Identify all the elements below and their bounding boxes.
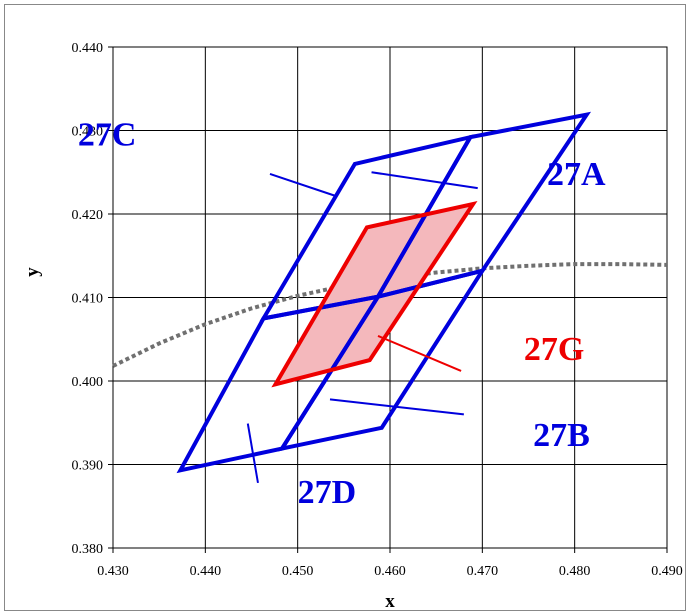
leader-27g	[377, 334, 462, 372]
quadrangles	[176, 111, 592, 474]
y-tick-labels: 0.380 0.390 0.400 0.410 0.420 0.430 0.440	[72, 41, 104, 557]
y-tick-label: 0.410	[72, 292, 104, 307]
label-27d: 27D	[298, 474, 357, 511]
planckian-locus-line	[112, 262, 668, 368]
leader-27c	[269, 172, 335, 197]
x-tick-label: 0.470	[467, 564, 499, 579]
label-27b: 27B	[533, 417, 590, 454]
x-tick-label: 0.430	[97, 564, 129, 579]
y-tick-label: 0.420	[72, 208, 104, 223]
label-27g: 27G	[524, 331, 584, 368]
leader-27d	[246, 423, 259, 484]
x-tick-label: 0.440	[190, 564, 222, 579]
region-27d	[176, 293, 383, 474]
x-tick-labels: 0.430 0.440 0.450 0.460 0.470 0.480 0.490	[97, 564, 683, 579]
x-axis-label: x	[385, 591, 395, 612]
leader-27a	[371, 171, 478, 190]
label-27a: 27A	[547, 156, 606, 193]
y-tick-label: 0.390	[72, 459, 104, 474]
grid	[108, 46, 668, 553]
y-tick-label: 0.380	[72, 542, 104, 557]
region-27g	[271, 200, 478, 388]
leader-27b	[329, 398, 464, 416]
region-27g-fill	[275, 204, 474, 385]
x-tick-label: 0.450	[282, 564, 314, 579]
y-tick-label: 0.400	[72, 375, 104, 390]
plot-border	[112, 46, 668, 549]
x-tick-label: 0.480	[559, 564, 591, 579]
y-tick-label: 0.430	[72, 125, 104, 140]
y-tick-label: 0.440	[72, 41, 104, 56]
planckian-locus	[112, 262, 668, 368]
label-27c: 27C	[78, 117, 137, 154]
region-annotations: 27A 27B 27C 27D 27G	[78, 117, 606, 511]
x-tick-label: 0.460	[374, 564, 406, 579]
y-axis-label: y	[22, 267, 43, 277]
x-tick-label: 0.490	[651, 564, 683, 579]
